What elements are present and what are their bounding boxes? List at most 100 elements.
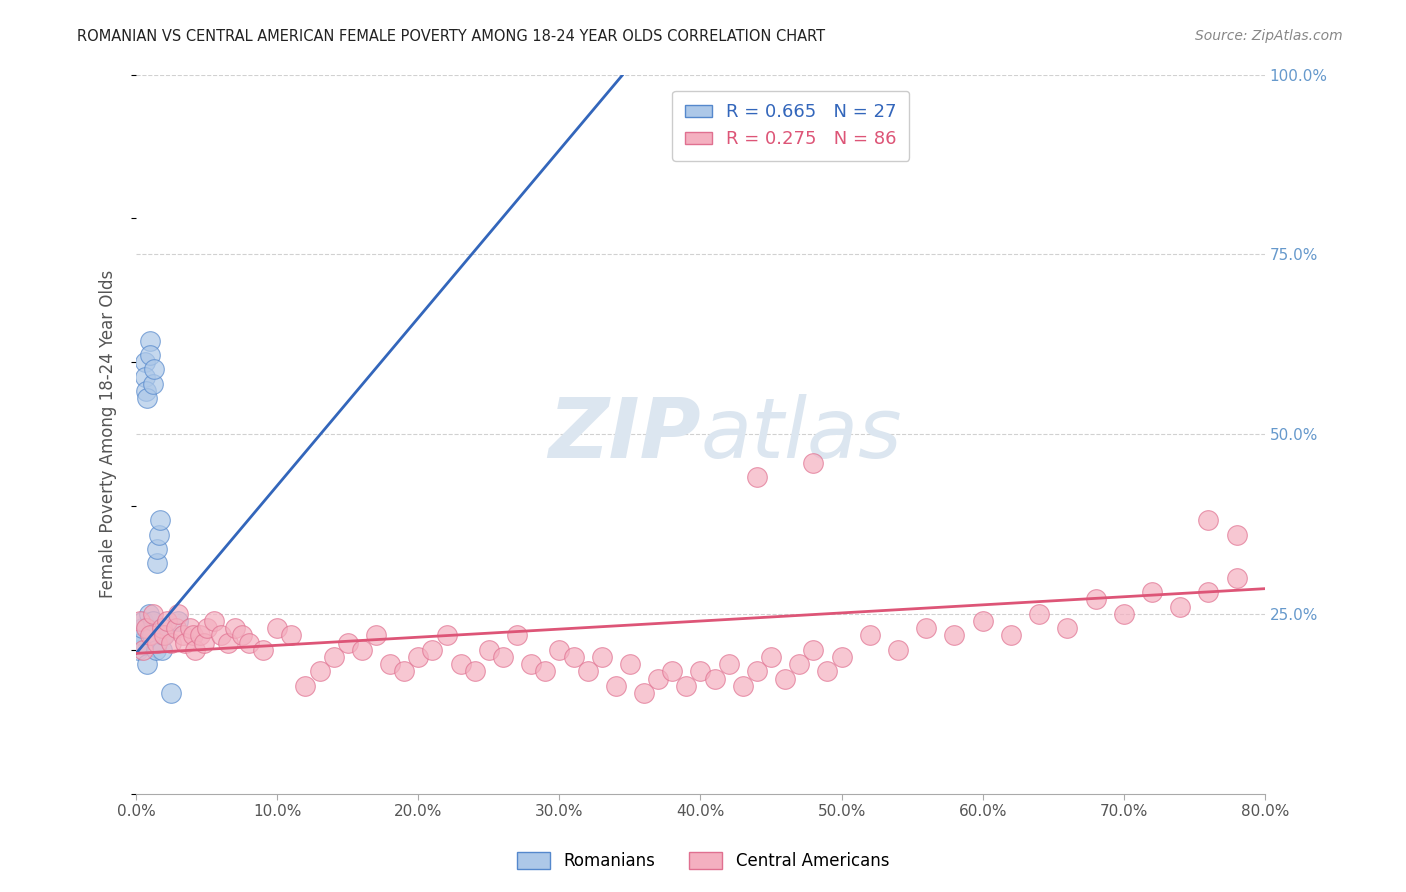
Point xyxy=(135,621,157,635)
Text: atlas: atlas xyxy=(700,393,903,475)
Point xyxy=(148,527,170,541)
Point xyxy=(252,642,274,657)
Point xyxy=(165,621,187,635)
Point xyxy=(146,542,169,557)
Point xyxy=(1168,599,1191,614)
Point xyxy=(1056,621,1078,635)
Point xyxy=(492,650,515,665)
Point xyxy=(136,657,159,672)
Point xyxy=(605,679,627,693)
Point xyxy=(364,628,387,642)
Point xyxy=(450,657,472,672)
Text: ZIP: ZIP xyxy=(548,393,700,475)
Point xyxy=(773,672,796,686)
Point xyxy=(408,650,430,665)
Point xyxy=(1084,592,1107,607)
Point xyxy=(135,384,157,398)
Point xyxy=(209,628,232,642)
Point xyxy=(703,672,725,686)
Point xyxy=(167,607,190,621)
Point xyxy=(139,348,162,362)
Point xyxy=(759,650,782,665)
Point xyxy=(422,642,444,657)
Point xyxy=(322,650,344,665)
Point xyxy=(202,614,225,628)
Point xyxy=(1226,527,1249,541)
Point xyxy=(689,665,711,679)
Point xyxy=(717,657,740,672)
Point xyxy=(139,628,162,642)
Point xyxy=(633,686,655,700)
Point xyxy=(745,470,768,484)
Point xyxy=(266,621,288,635)
Point xyxy=(145,642,167,657)
Point xyxy=(172,628,194,642)
Point xyxy=(817,665,839,679)
Point xyxy=(153,628,176,642)
Point xyxy=(131,621,153,635)
Point xyxy=(141,628,163,642)
Point xyxy=(661,665,683,679)
Point xyxy=(801,642,824,657)
Point xyxy=(1197,585,1219,599)
Point xyxy=(859,628,882,642)
Point xyxy=(548,642,571,657)
Point xyxy=(619,657,641,672)
Point xyxy=(152,628,174,642)
Point xyxy=(188,628,211,642)
Point xyxy=(336,635,359,649)
Point xyxy=(238,635,260,649)
Point xyxy=(392,665,415,679)
Point xyxy=(184,642,207,657)
Point xyxy=(138,607,160,621)
Point xyxy=(139,334,162,348)
Point xyxy=(195,621,218,635)
Point xyxy=(160,686,183,700)
Point xyxy=(787,657,810,672)
Legend: Romanians, Central Americans: Romanians, Central Americans xyxy=(510,845,896,877)
Point xyxy=(1197,513,1219,527)
Point xyxy=(280,628,302,642)
Point xyxy=(308,665,330,679)
Point xyxy=(972,614,994,628)
Point xyxy=(378,657,401,672)
Point xyxy=(127,642,149,657)
Point xyxy=(506,628,529,642)
Text: Source: ZipAtlas.com: Source: ZipAtlas.com xyxy=(1195,29,1343,43)
Point xyxy=(129,614,152,628)
Point xyxy=(224,621,246,635)
Point xyxy=(478,642,501,657)
Point xyxy=(915,621,938,635)
Point xyxy=(436,628,458,642)
Point xyxy=(943,628,966,642)
Point xyxy=(160,635,183,649)
Text: ROMANIAN VS CENTRAL AMERICAN FEMALE POVERTY AMONG 18-24 YEAR OLDS CORRELATION CH: ROMANIAN VS CENTRAL AMERICAN FEMALE POVE… xyxy=(77,29,825,44)
Point xyxy=(1000,628,1022,642)
Point xyxy=(647,672,669,686)
Point xyxy=(132,614,155,628)
Point xyxy=(576,665,599,679)
Point xyxy=(520,657,543,672)
Point xyxy=(136,391,159,405)
Point xyxy=(143,362,166,376)
Point xyxy=(294,679,316,693)
Point xyxy=(887,642,910,657)
Y-axis label: Female Poverty Among 18-24 Year Olds: Female Poverty Among 18-24 Year Olds xyxy=(100,270,117,599)
Point xyxy=(193,635,215,649)
Point xyxy=(731,679,754,693)
Point xyxy=(134,355,156,369)
Point xyxy=(217,635,239,649)
Point xyxy=(146,557,169,571)
Point xyxy=(156,614,179,628)
Point xyxy=(134,369,156,384)
Point xyxy=(150,642,173,657)
Point xyxy=(129,628,152,642)
Point xyxy=(174,635,197,649)
Point xyxy=(150,621,173,635)
Point xyxy=(591,650,613,665)
Point xyxy=(179,621,201,635)
Point xyxy=(675,679,697,693)
Legend: R = 0.665   N = 27, R = 0.275   N = 86: R = 0.665 N = 27, R = 0.275 N = 86 xyxy=(672,91,910,161)
Point xyxy=(1112,607,1135,621)
Point xyxy=(153,628,176,642)
